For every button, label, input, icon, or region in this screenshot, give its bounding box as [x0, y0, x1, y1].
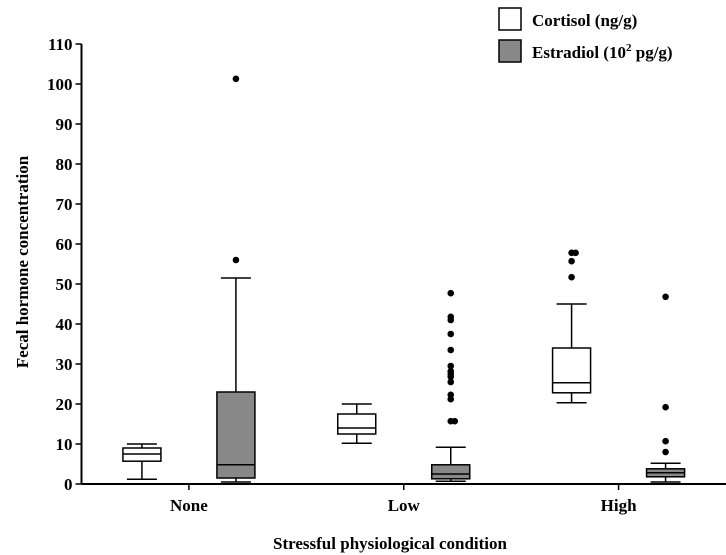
outlier-estradiol-low [447, 313, 455, 321]
box-cortisol-low [337, 413, 377, 435]
outlier-estradiol-low [451, 417, 459, 425]
outlier-estradiol-low [447, 346, 455, 354]
y-tick-label: 50 [56, 275, 73, 294]
outlier-estradiol-low [447, 362, 455, 370]
box-estradiol-none [216, 391, 256, 479]
legend: Cortisol (ng/g) Estradiol (102 pg/g) [498, 7, 673, 63]
legend-swatch-estradiol [498, 39, 522, 63]
y-tick-label: 100 [47, 75, 73, 94]
outlier-cortisol-high [568, 257, 575, 265]
outlier-estradiol-low [447, 289, 455, 297]
y-tick-label: 80 [56, 155, 73, 174]
legend-label-cortisol: Cortisol (ng/g) [532, 11, 637, 30]
y-tick-label: 90 [56, 115, 73, 134]
plot-area: 0 10 20 30 40 50 60 70 80 90 100 110 None Low High [47, 35, 726, 515]
outlier-cortisol-high [568, 273, 575, 281]
outlier-cortisol-high [572, 249, 579, 257]
x-axis-title: Stressful physiological condition [273, 534, 507, 553]
outlier-estradiol-high [662, 293, 669, 301]
outlier-estradiol-high [662, 448, 669, 456]
y-tick-label: 20 [56, 395, 73, 414]
outlier-estradiol-low [447, 367, 455, 375]
y-axis-title: Fecal hormone concentration [13, 155, 32, 368]
outlier-estradiol-low [447, 378, 455, 386]
y-tick-label: 10 [56, 435, 73, 454]
y-tick-label: 60 [56, 235, 73, 254]
outlier-estradiol-low [447, 330, 455, 338]
y-tick-label: 0 [64, 475, 73, 494]
outlier-estradiol-low [447, 391, 455, 399]
outlier-estradiol-none [232, 256, 240, 264]
box-cortisol-high [551, 347, 592, 394]
x-tick-label: None [170, 496, 208, 515]
y-tick-label: 70 [56, 195, 73, 214]
x-tick-label: Low [388, 496, 421, 515]
y-tick-label: 110 [48, 35, 73, 54]
outlier-estradiol-high [662, 437, 669, 445]
x-tick-label: High [601, 496, 637, 515]
legend-swatch-cortisol [498, 7, 522, 31]
y-tick-label: 30 [56, 355, 73, 374]
legend-label-estradiol: Estradiol (102 pg/g) [532, 42, 673, 62]
outlier-estradiol-high [662, 403, 669, 411]
box-estradiol-low [431, 464, 471, 480]
outlier-estradiol-none [232, 75, 240, 83]
y-tick-label: 40 [56, 315, 73, 334]
